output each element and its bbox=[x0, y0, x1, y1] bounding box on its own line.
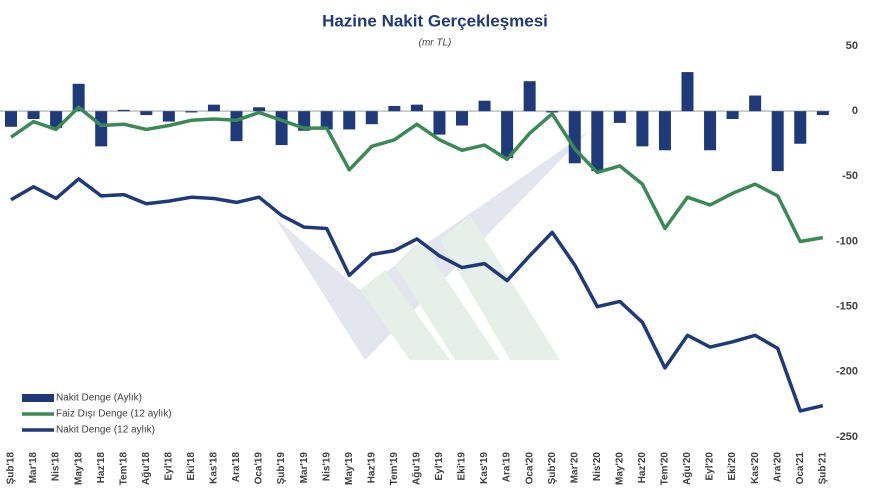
x-tick-label: Eki'18 bbox=[186, 452, 197, 481]
x-tick-label: Kas'20 bbox=[750, 452, 761, 484]
x-tick-label: Şub'19 bbox=[276, 452, 287, 485]
line bbox=[10, 177, 824, 413]
x-tick-label: Kas'18 bbox=[209, 452, 220, 484]
bar bbox=[5, 111, 17, 127]
x-tick-label: Şub'21 bbox=[817, 452, 828, 485]
x-tick-label: Oca'19 bbox=[254, 452, 265, 485]
y-tick-label: 0 bbox=[852, 105, 858, 117]
x-tick-label: Eyl'19 bbox=[434, 452, 445, 481]
x-tick-label: Oca'21 bbox=[795, 452, 806, 485]
x-tick-label: Ağu'19 bbox=[412, 452, 423, 485]
watermark bbox=[275, 130, 590, 360]
bar bbox=[816, 111, 829, 116]
legend-label: Faiz Dışı Denge (12 aylık) bbox=[56, 409, 172, 420]
bar bbox=[501, 111, 514, 159]
bar bbox=[794, 111, 807, 144]
bar bbox=[162, 111, 175, 122]
bar bbox=[275, 111, 288, 146]
x-tick-label: Haz'19 bbox=[366, 452, 377, 484]
bar bbox=[546, 111, 559, 113]
bar bbox=[613, 111, 626, 123]
x-tick-label: Tem'19 bbox=[389, 452, 400, 486]
x-tick-label: Nis'20 bbox=[592, 452, 603, 482]
chart-title: Hazine Nakit Gerçekleşmesi bbox=[322, 11, 548, 30]
bar bbox=[681, 72, 694, 112]
x-tick-label: Eyl'18 bbox=[163, 452, 174, 481]
x-tick-label: Eki'19 bbox=[457, 452, 468, 481]
x-tick-label: Mar'20 bbox=[569, 452, 580, 484]
bar bbox=[50, 111, 63, 129]
x-tick-label: Eki'20 bbox=[727, 452, 738, 481]
bar bbox=[591, 111, 604, 172]
y-tick-label: 50 bbox=[846, 40, 858, 52]
chart-subtitle: (mr TL) bbox=[419, 38, 452, 49]
x-tick-label: Tem'18 bbox=[118, 452, 129, 486]
legend-swatch bbox=[22, 394, 54, 402]
y-tick-label: -250 bbox=[836, 431, 858, 443]
y-tick-label: -200 bbox=[836, 366, 858, 378]
x-tick-label: Mar'19 bbox=[299, 452, 310, 484]
y-tick-label: -150 bbox=[836, 301, 858, 313]
bar bbox=[523, 81, 536, 112]
bar bbox=[230, 111, 243, 142]
bar bbox=[365, 111, 378, 125]
legend-label: Nakit Denge (Aylık) bbox=[56, 393, 142, 404]
bar bbox=[140, 111, 153, 116]
bar bbox=[658, 111, 671, 151]
line bbox=[10, 105, 824, 244]
bar bbox=[636, 111, 649, 147]
x-tick-label: Ağu'18 bbox=[141, 452, 152, 485]
bar bbox=[388, 105, 401, 112]
x-tick-label: May'18 bbox=[73, 452, 84, 485]
x-tick-label: Ara'18 bbox=[231, 452, 242, 483]
bar bbox=[320, 111, 333, 130]
bar bbox=[343, 111, 356, 130]
x-tick-label: Haz'18 bbox=[96, 452, 107, 484]
bar bbox=[95, 111, 108, 147]
bar bbox=[185, 111, 198, 113]
x-tick-label: Eyl'20 bbox=[705, 452, 716, 481]
x-tick-label: Nis'18 bbox=[51, 452, 62, 482]
x-tick-label: Ara'20 bbox=[772, 452, 783, 483]
y-tick-label: -100 bbox=[836, 235, 858, 247]
bar bbox=[433, 111, 446, 135]
bar bbox=[410, 104, 423, 112]
x-tick-label: May'19 bbox=[344, 452, 355, 485]
x-tick-label: Tem'20 bbox=[660, 452, 671, 486]
y-tick-label: -50 bbox=[842, 170, 858, 182]
x-tick-label: Şub'18 bbox=[6, 452, 17, 485]
bar bbox=[704, 111, 717, 151]
x-tick-label: Şub'20 bbox=[547, 452, 558, 485]
x-tick-label: Nis'19 bbox=[321, 452, 332, 482]
x-tick-label: Haz'20 bbox=[637, 452, 648, 484]
bar bbox=[456, 111, 468, 126]
x-tick-label: Ara'19 bbox=[502, 452, 513, 483]
bar bbox=[207, 104, 220, 112]
bar bbox=[726, 111, 739, 119]
x-tick-label: Kas'19 bbox=[479, 452, 490, 484]
bar bbox=[749, 95, 762, 112]
bar bbox=[27, 111, 40, 119]
bar bbox=[253, 107, 266, 112]
x-tick-label: Oca'20 bbox=[524, 452, 535, 485]
x-tick-label: Ağu'20 bbox=[682, 452, 693, 485]
bar bbox=[72, 83, 85, 112]
legend-label: Nakit Denge (12 aylık) bbox=[56, 425, 155, 436]
bar bbox=[478, 100, 491, 112]
bar bbox=[771, 111, 784, 172]
x-tick-label: May'20 bbox=[614, 452, 625, 485]
x-tick-label: Mar'18 bbox=[28, 452, 39, 484]
bar bbox=[117, 109, 130, 112]
